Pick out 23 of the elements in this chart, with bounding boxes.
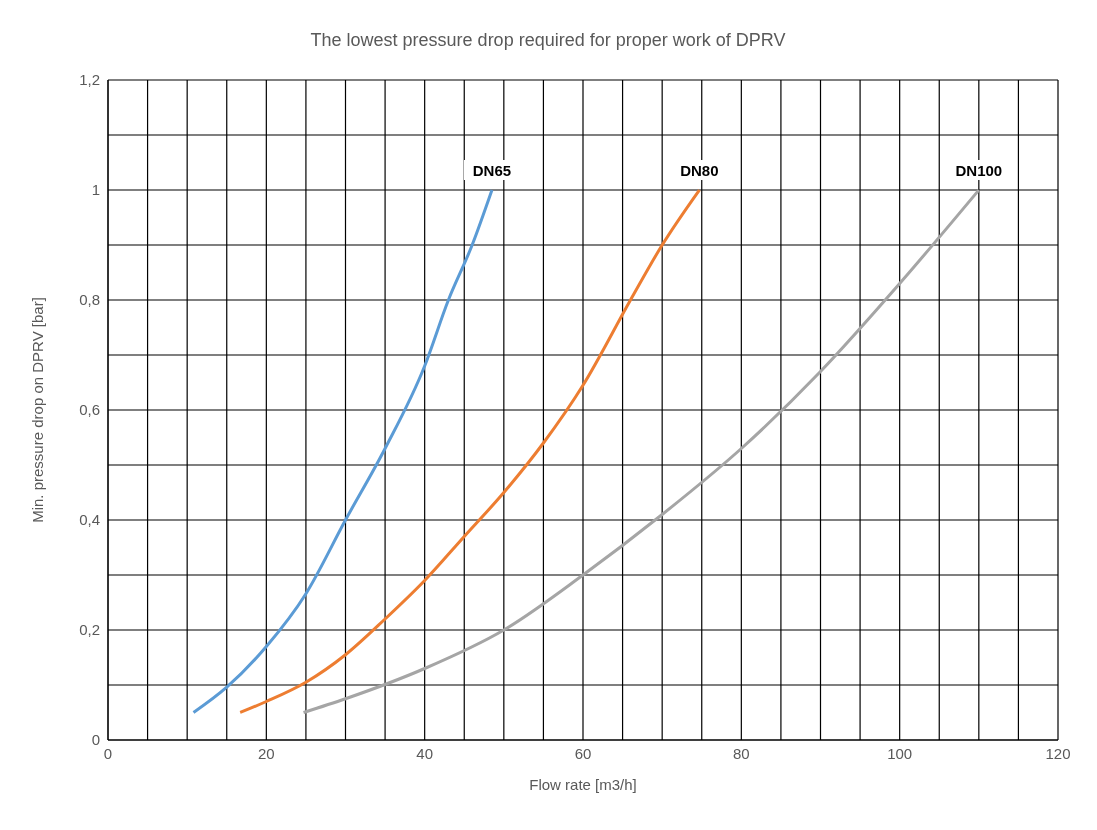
y-tick-label: 0,6 (79, 401, 100, 419)
y-tick-label: 0,2 (79, 621, 100, 639)
y-tick-label: 0 (91, 731, 100, 749)
x-tick-label: 80 (732, 744, 750, 762)
chart-title: The lowest pressure drop required for proper work of DPRV (309, 29, 787, 52)
y-tick-label: 1,2 (79, 71, 100, 89)
x-tick-label: 120 (1045, 744, 1071, 762)
x-tick-label: 0 (103, 744, 113, 762)
y-tick-label: 0,4 (79, 511, 100, 529)
series-label: DN80 (680, 162, 719, 179)
line-series (192, 188, 494, 714)
x-tick-label: 60 (574, 744, 592, 762)
x-tick-label: 40 (416, 744, 434, 762)
x-tick-label: 100 (887, 744, 913, 762)
line-series (302, 188, 981, 714)
series-label: DN65 (472, 162, 512, 179)
x-tick-label: 20 (257, 744, 275, 762)
y-axis-title: Min. pressure drop on DPRV [bar] (29, 297, 47, 523)
y-tick-label: 0,8 (79, 291, 100, 309)
line-series (238, 188, 701, 714)
series-label: DN100 (955, 162, 1003, 179)
y-tick-label: 1 (91, 181, 100, 199)
x-axis-title: Flow rate [m3/h] (529, 776, 637, 793)
